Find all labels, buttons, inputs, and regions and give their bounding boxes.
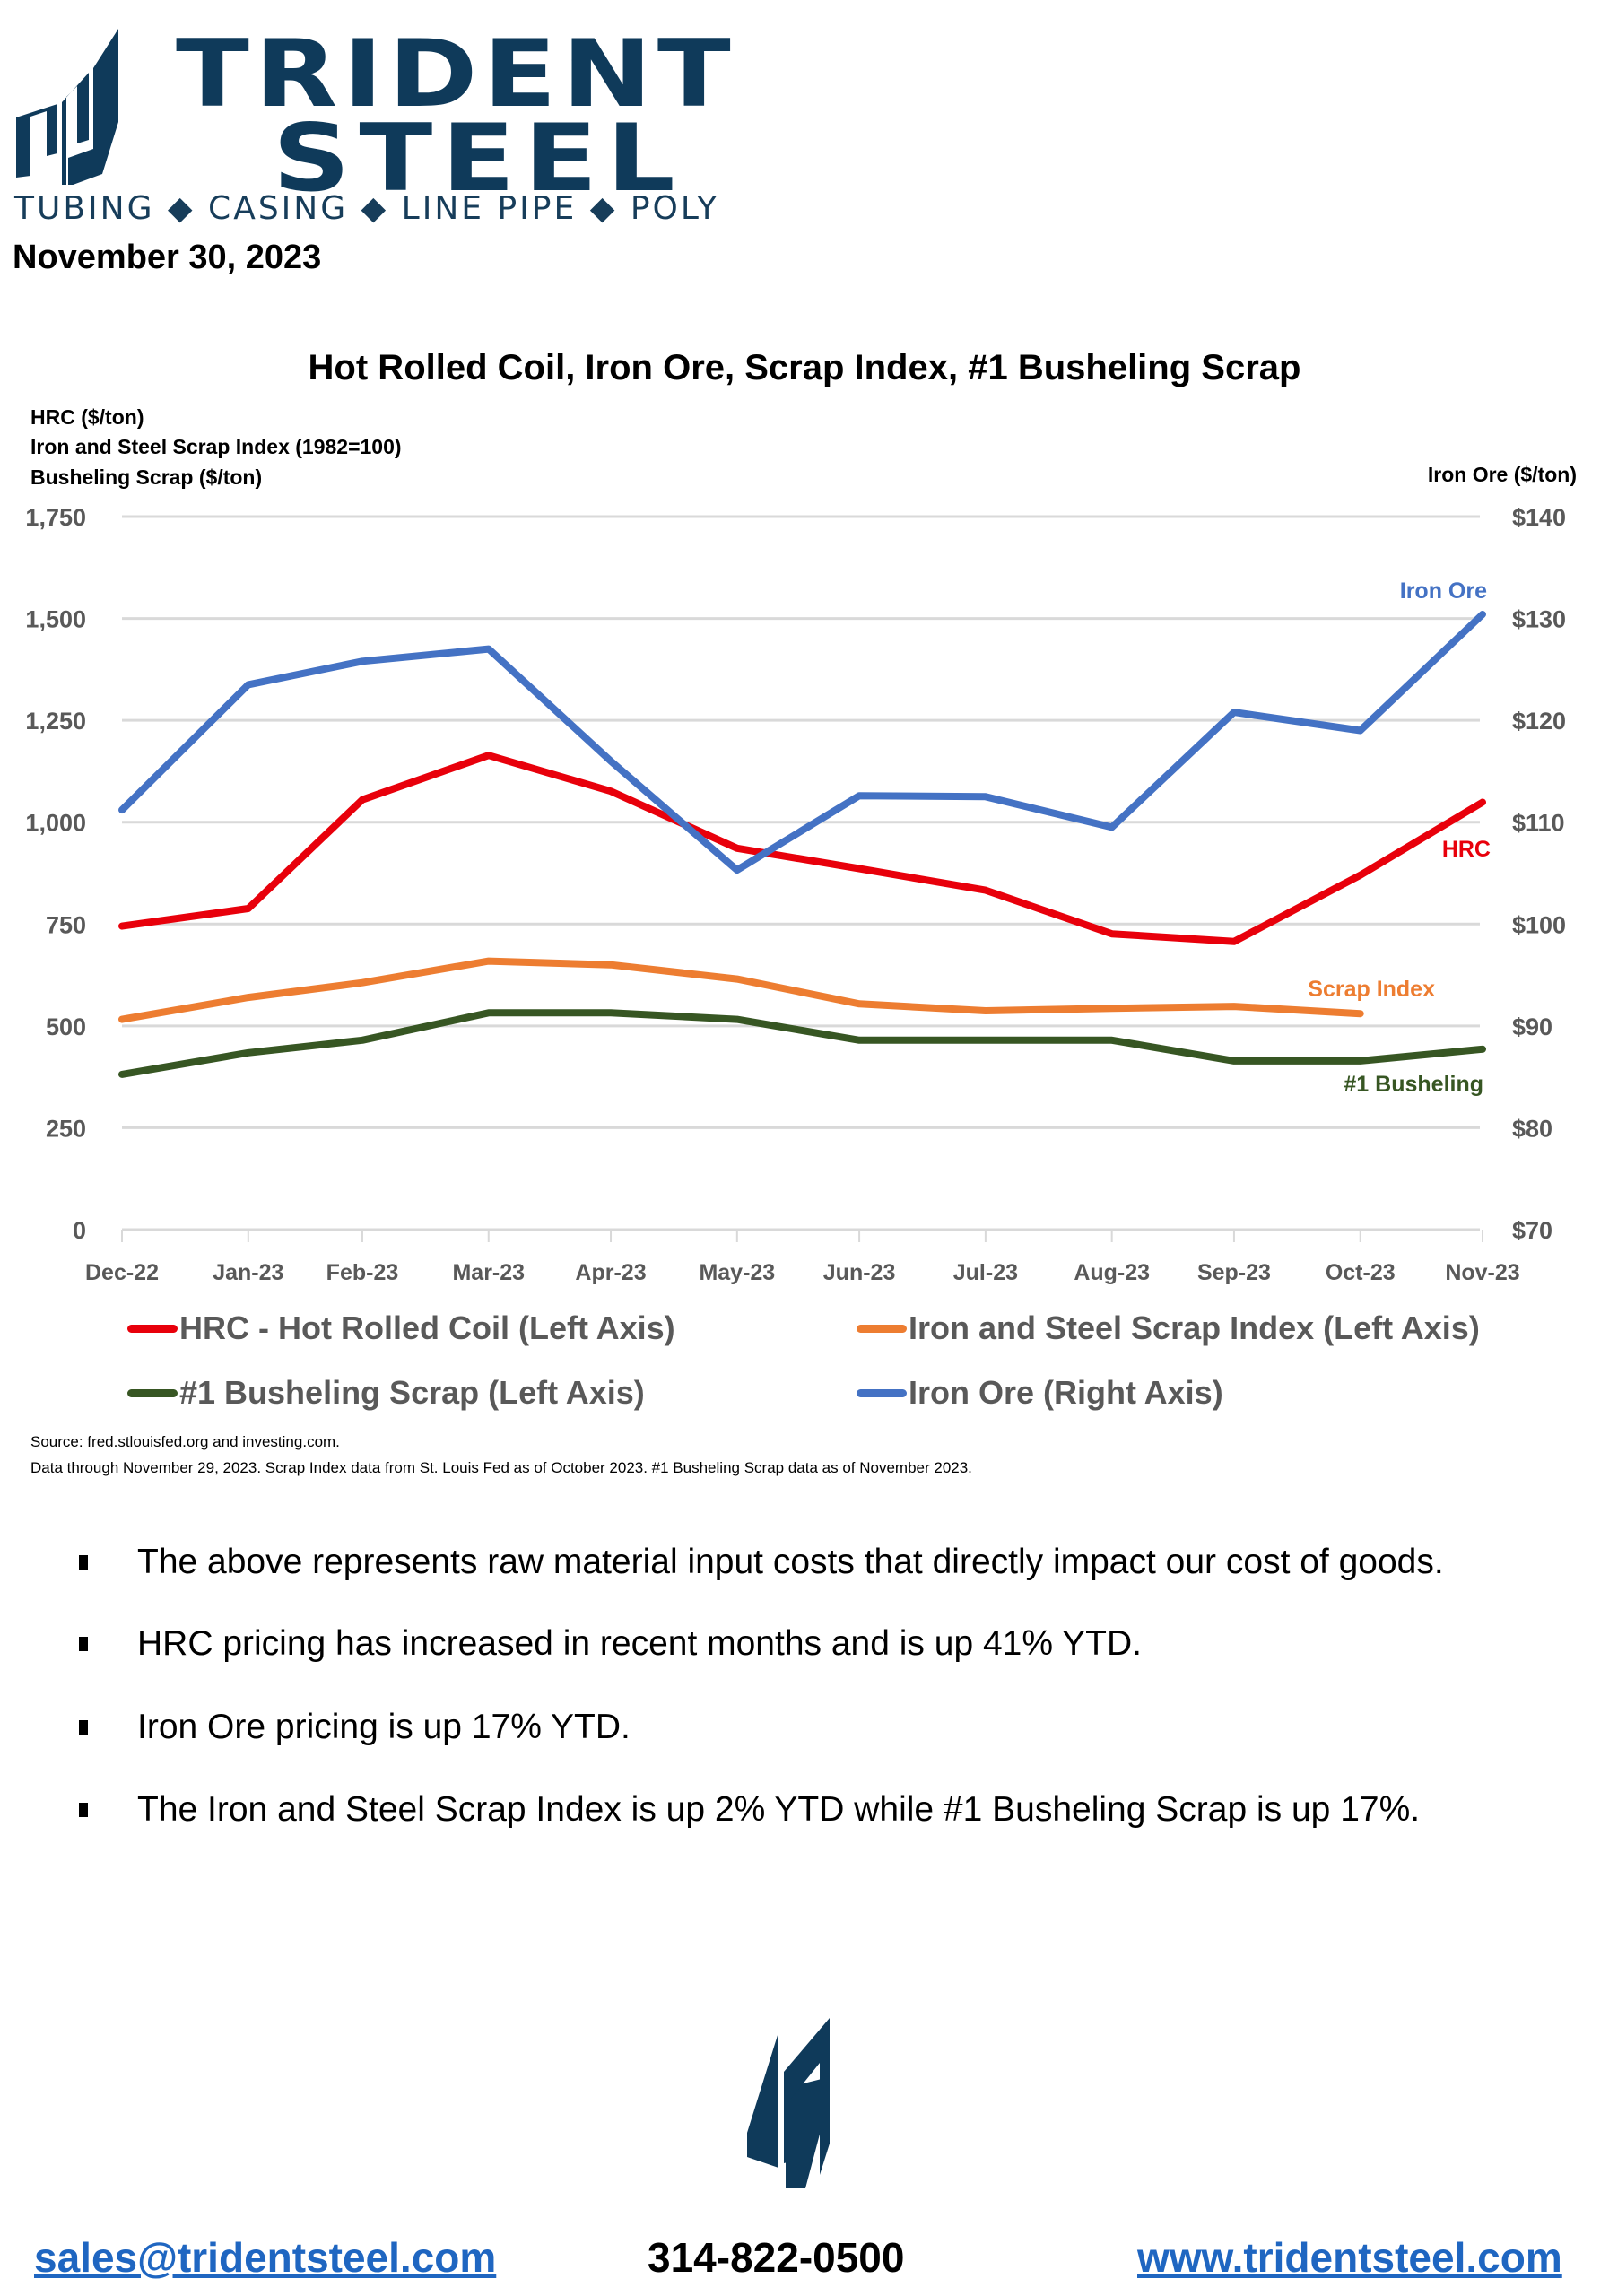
series-line-scrap-index [118,957,1364,1023]
x-tick-label: Dec-22 [85,1260,159,1285]
legend-item-iron-ore: Iron Ore (Right Axis) [857,1374,1223,1412]
legend-item-scrap-index: Iron and Steel Scrap Index (Left Axis) [857,1309,1480,1347]
right-tick-label: $130 [1512,606,1566,633]
data-note: Data through November 29, 2023. Scrap In… [30,1459,972,1476]
website-link[interactable]: www.tridentsteel.com [1137,2234,1562,2281]
series-labels: Iron Ore HRC Scrap Index #1 Busheling [1308,578,1491,1097]
line-chart: 0 $70 250 $80 500 $90 750 $100 1,000 $110 1,250 $12… [25,504,1566,1285]
bullet-marker-icon [79,1720,88,1735]
report-date: November 30, 2023 [13,239,322,276]
axes: 0 $70 250 $80 500 $90 750 $100 1,000 $110 1,250 $12… [25,504,1566,1285]
brand-name-line2: STEEL [273,105,684,213]
legend-label-iron-ore: Iron Ore (Right Axis) [909,1374,1223,1411]
series-label-hrc: HRC [1442,837,1491,862]
legend-swatch-iron-ore [857,1388,907,1397]
bullet-text: The Iron and Steel Scrap Index is up 2% … [137,1790,1421,1829]
bullet-item: Iron Ore pricing is up 17% YTD. [77,1708,631,1747]
bullet-text: The above represents raw material input … [137,1543,1444,1581]
left-tick-label: 1,000 [25,810,86,837]
bullet-text: Iron Ore pricing is up 17% YTD. [137,1708,631,1746]
series-lines [118,611,1486,1078]
x-tick-label: Oct-23 [1326,1260,1396,1285]
left-tick-label: 1,750 [25,504,86,531]
legend-label-busheling: #1 Busheling Scrap (Left Axis) [179,1374,645,1411]
right-tick-label: $110 [1512,810,1565,837]
company-logo: TRIDENT STEEL TUBING ◆ CASING ◆ LINE PIP… [13,16,731,227]
source-note: Source: fred.stlouisfed.org and investin… [30,1433,340,1450]
chart-title: Hot Rolled Coil, Iron Ore, Scrap Index, … [308,348,1301,387]
x-tick-label: Apr-23 [575,1260,646,1285]
left-tick-label: 500 [46,1013,86,1040]
series-line-hrc [118,752,1486,945]
legend-item-hrc: HRC - Hot Rolled Coil (Left Axis) [127,1309,675,1347]
phone-number: 314-822-0500 [648,2234,905,2281]
series-label-iron-ore: Iron Ore [1400,578,1487,604]
right-axis-title: Iron Ore ($/ton) [1427,463,1577,486]
bullet-marker-icon [79,1803,88,1817]
left-axis-title-busheling: Busheling Scrap ($/ton) [30,465,263,489]
bullet-text: HRC pricing has increased in recent mont… [137,1624,1142,1663]
right-tick-label: $80 [1512,1115,1552,1142]
x-tick-label: May-23 [699,1260,775,1285]
legend-swatch-busheling [127,1388,178,1397]
left-tick-label: 750 [46,911,86,938]
legend-item-busheling: #1 Busheling Scrap (Left Axis) [127,1374,645,1412]
legend-label-hrc: HRC - Hot Rolled Coil (Left Axis) [179,1309,675,1346]
x-tick-label: Jul-23 [953,1260,1018,1285]
bullet-item: The Iron and Steel Scrap Index is up 2% … [77,1790,1420,1830]
gridlines [122,515,1480,1231]
brand-name-line1: TRIDENT [176,21,736,128]
left-axis-title-hrc: HRC ($/ton) [30,405,144,429]
legend-label-scrap-index: Iron and Steel Scrap Index (Left Axis) [909,1309,1480,1346]
bullet-item: HRC pricing has increased in recent mont… [77,1624,1142,1664]
left-tick-label: 0 [73,1217,86,1244]
bullet-marker-icon [79,1637,88,1651]
x-tick-label: Feb-23 [326,1260,399,1285]
x-tick-label: Aug-23 [1074,1260,1150,1285]
x-tick-label: Jan-23 [213,1260,283,1285]
legend-swatch-hrc [127,1324,178,1333]
series-line-iron-ore [118,611,1486,874]
series-label-scrap-index: Scrap Index [1308,977,1435,1002]
right-tick-label: $100 [1512,911,1566,938]
x-tick-label: Jun-23 [823,1260,896,1285]
left-tick-label: 1,250 [25,708,86,735]
right-tick-label: $120 [1512,708,1566,735]
right-tick-label: $90 [1512,1013,1552,1040]
x-tick-label: Mar-23 [452,1260,525,1285]
bullet-item: The above represents raw material input … [77,1543,1444,1582]
bullet-marker-icon [79,1555,88,1570]
right-tick-label: $140 [1512,504,1566,531]
legend-swatch-scrap-index [857,1324,907,1333]
left-tick-label: 1,500 [25,606,86,633]
right-tick-label: $70 [1512,1217,1552,1244]
x-tick-label: Sep-23 [1197,1260,1271,1285]
email-link[interactable]: sales@tridentsteel.com [34,2234,497,2281]
trident-emblem-icon [16,29,118,185]
x-tick-label: Nov-23 [1445,1260,1519,1285]
left-axis-title-scrap-index: Iron and Steel Scrap Index (1982=100) [30,435,402,458]
trident-emblem-icon [747,2018,830,2188]
left-tick-label: 250 [46,1115,86,1142]
series-line-1-busheling [118,1009,1486,1078]
brand-tagline: TUBING ◆ CASING ◆ LINE PIPE ◆ POLY [14,190,720,227]
series-label-1-busheling: #1 Busheling [1344,1072,1483,1097]
